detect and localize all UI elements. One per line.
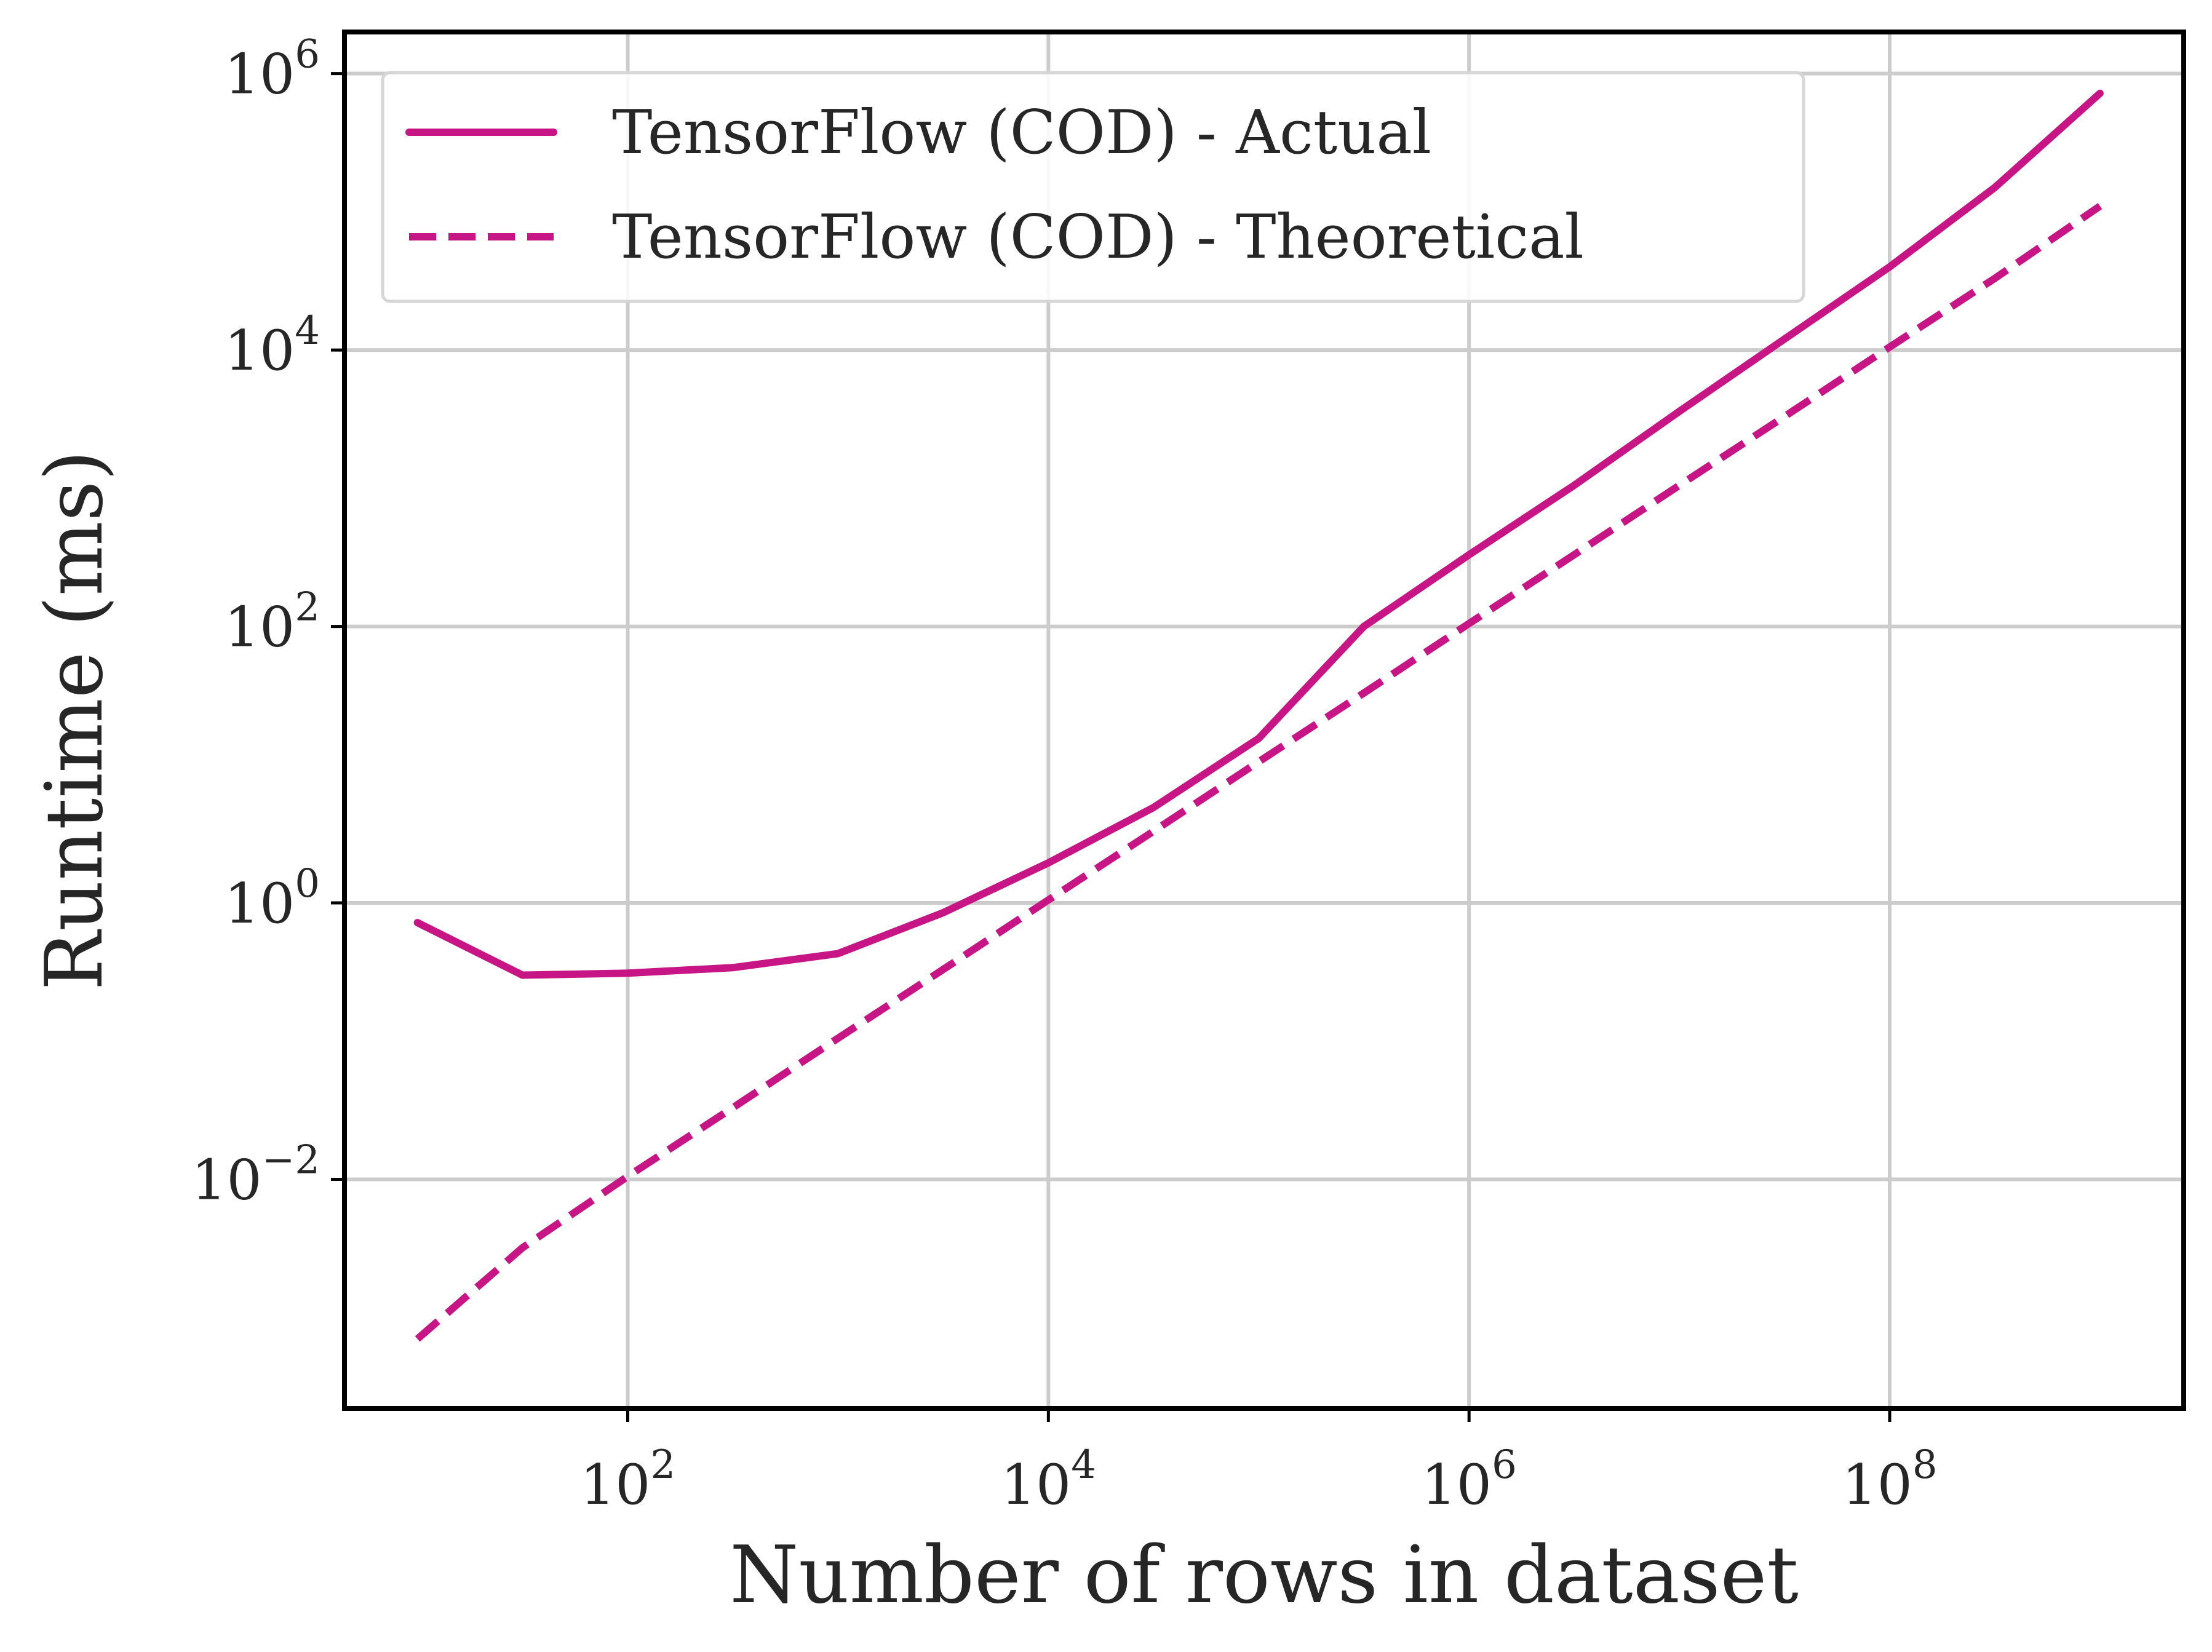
y-tick-label: 104	[225, 308, 320, 383]
x-tick-base: 10	[1001, 1453, 1072, 1517]
y-tick-exponent: 4	[295, 308, 320, 354]
plot-frame	[342, 30, 2186, 1411]
y-tick-base: 10	[225, 872, 295, 936]
y-tick-label: 10−2	[191, 1137, 320, 1212]
x-tick-label: 106	[1422, 1442, 1517, 1517]
y-tick-exponent: 6	[295, 32, 320, 77]
legend-box	[381, 71, 1805, 303]
legend-label: TensorFlow (COD) - Actual	[612, 98, 1431, 168]
y-tick-label: 106	[225, 32, 320, 107]
x-tick-exponent: 6	[1492, 1442, 1517, 1488]
x-tick-exponent: 8	[1912, 1442, 1938, 1488]
legend-label: TensorFlow (COD) - Theoretical	[612, 202, 1584, 272]
y-tick-label: 100	[225, 861, 320, 936]
y-tick-base: 10	[225, 42, 295, 107]
x-tick-label: 108	[1842, 1442, 1937, 1517]
y-tick-base: 10	[191, 1148, 262, 1212]
y-axis-title: Runtime (ms)	[29, 450, 121, 990]
x-tick-exponent: 2	[650, 1442, 675, 1488]
x-tick-base: 10	[580, 1453, 651, 1517]
legend: TensorFlow (COD) - Actual TensorFlow (COD…	[381, 71, 1805, 303]
y-tick-exponent: 2	[295, 585, 320, 630]
x-tick-exponent: 4	[1071, 1442, 1096, 1488]
x-tick-label: 104	[1001, 1442, 1096, 1517]
y-tick-base: 10	[225, 595, 295, 660]
y-tick-exponent: −2	[262, 1137, 320, 1183]
x-tick-label: 102	[580, 1442, 675, 1517]
series-layer	[413, 89, 2104, 1342]
x-tick-base: 10	[1422, 1453, 1492, 1517]
y-tick-exponent: 0	[295, 861, 320, 907]
y-tick-base: 10	[225, 319, 295, 383]
y-tick-label: 102	[225, 585, 320, 660]
x-axis-title: Number of rows in dataset	[730, 1530, 1799, 1621]
x-tick-base: 10	[1842, 1453, 1912, 1517]
series-line-actual	[413, 89, 2104, 979]
